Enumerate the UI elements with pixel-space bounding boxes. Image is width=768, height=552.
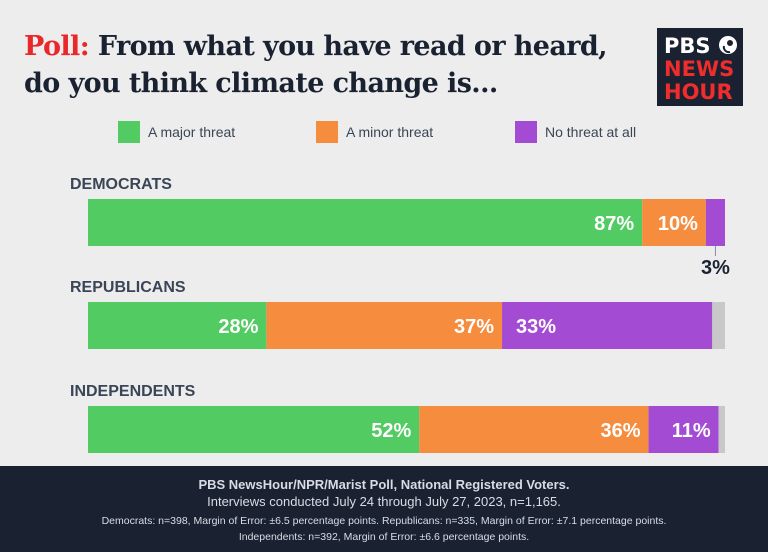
legend-label: A minor threat: [346, 124, 433, 140]
stacked-bar-chart: A major threat A minor threat No threat at…: [70, 121, 730, 453]
data-label: 33%: [516, 316, 556, 338]
bar-segment: [648, 406, 719, 453]
legend-swatch: [118, 121, 140, 143]
legend-swatch: [316, 121, 338, 143]
bar-segment: [642, 199, 706, 246]
bar-segment-remainder: [718, 406, 725, 453]
category-label: DEMOCRATS: [70, 176, 172, 193]
bar-segment: [502, 302, 713, 349]
logo-hour: HOUR: [664, 80, 733, 104]
pbs-newshour-logo: PBS NEWS HOUR: [657, 28, 743, 106]
bar-segment: [705, 199, 725, 246]
data-label: 28%: [218, 316, 258, 338]
data-label: 3%: [701, 257, 730, 279]
legend-label: No threat at all: [545, 124, 636, 140]
bar-segment: [419, 406, 649, 453]
data-label: 52%: [371, 420, 411, 442]
margin-error-line-2: Independents: n=392, Margin of Error: ±6…: [238, 531, 530, 543]
bar-segment: [266, 302, 503, 349]
category-label: INDEPENDENTS: [70, 383, 196, 400]
bar-segment: [88, 199, 643, 246]
bar-segment-remainder: [712, 302, 725, 349]
margin-error-line: Democrats: n=398, Margin of Error: ±6.5 …: [101, 515, 667, 527]
title-lead: Poll:: [24, 31, 90, 62]
data-label: 37%: [454, 316, 494, 338]
dates-line: Interviews conducted July 24 through Jul…: [207, 494, 561, 509]
chart-title: Poll: From what you have read or heard, …: [24, 28, 624, 102]
logo-news: NEWS: [664, 57, 734, 81]
category-label: REPUBLICANS: [70, 279, 186, 296]
legend-label: A major threat: [148, 124, 235, 140]
data-label: 11%: [672, 420, 711, 442]
source-footer: PBS NewsHour/NPR/Marist Poll, National R…: [0, 466, 768, 552]
source-line: PBS NewsHour/NPR/Marist Poll, National R…: [198, 477, 570, 492]
bar-segment: [88, 406, 420, 453]
logo-pbs: PBS: [664, 34, 711, 58]
title-question: From what you have read or heard, do you…: [24, 31, 608, 99]
legend-swatch: [515, 121, 537, 143]
data-label: 87%: [594, 213, 634, 235]
data-label: 36%: [601, 420, 641, 442]
bar-segment: [88, 302, 267, 349]
data-label: 10%: [658, 213, 698, 235]
